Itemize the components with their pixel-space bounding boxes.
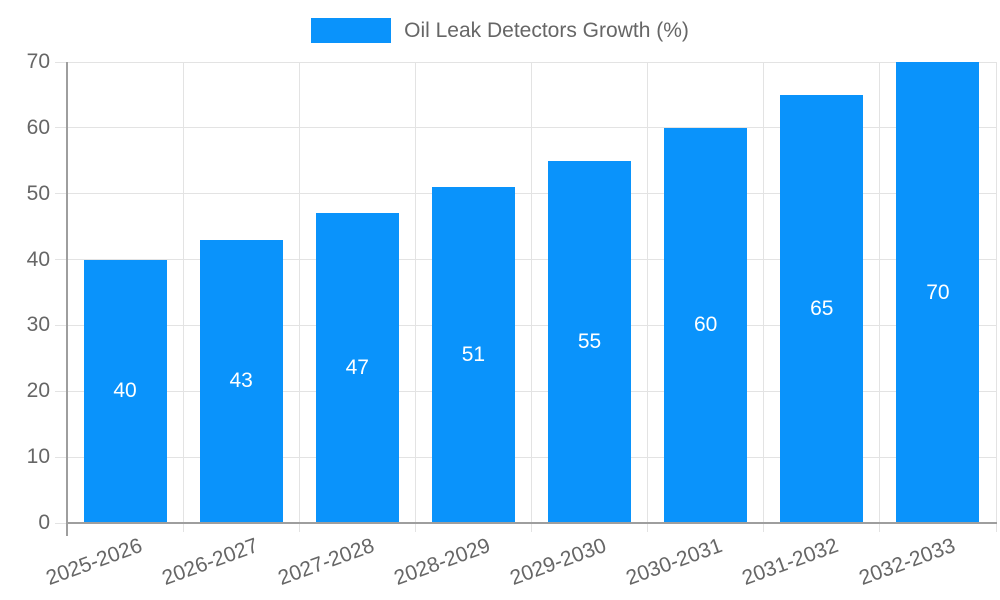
x-gridline — [763, 62, 765, 532]
bar-value-label: 55 — [577, 329, 602, 353]
y-axis-line — [66, 62, 68, 536]
y-gridline — [55, 61, 996, 63]
y-tick-label: 40 — [26, 247, 50, 271]
bar[interactable] — [431, 187, 515, 523]
x-gridline — [647, 62, 649, 532]
x-tick-label: 2026-2027 — [158, 534, 262, 590]
bar[interactable] — [780, 94, 864, 523]
bar-value-label: 40 — [113, 379, 137, 403]
y-gridline — [55, 127, 996, 129]
x-gridline — [182, 62, 184, 532]
y-tick-label: 50 — [26, 181, 50, 205]
y-gridline — [55, 324, 996, 326]
x-tick-label: 2028-2029 — [391, 534, 494, 590]
x-tick-label: 2025-2026 — [42, 534, 145, 590]
y-tick-label: 70 — [26, 50, 50, 73]
x-gridline — [995, 62, 997, 532]
x-gridline — [298, 62, 300, 532]
bar-value-label: 60 — [694, 313, 718, 337]
y-gridline — [55, 390, 996, 392]
x-tick-label: 2029-2030 — [507, 534, 610, 590]
x-gridline — [879, 62, 881, 532]
bar-value-label: 65 — [810, 296, 834, 320]
bar[interactable] — [83, 259, 167, 523]
x-gridline — [531, 62, 532, 532]
bar-value-label: 51 — [461, 343, 486, 367]
bar-value-label: 47 — [345, 356, 369, 380]
x-tick-label: 2027-2028 — [274, 534, 378, 590]
y-gridline — [55, 259, 996, 261]
y-tick-label: 0 — [38, 511, 50, 534]
legend[interactable]: Oil Leak Detectors Growth (%) — [0, 18, 1000, 43]
y-tick-label: 10 — [26, 445, 50, 469]
legend-label: Oil Leak Detectors Growth (%) — [404, 18, 689, 42]
x-tick-label: 2030-2031 — [623, 534, 726, 590]
bar[interactable] — [896, 62, 980, 523]
bar-value-label: 43 — [229, 369, 253, 393]
bar[interactable] — [315, 213, 399, 523]
legend-swatch[interactable] — [311, 18, 392, 43]
bar-value-label: 70 — [926, 280, 950, 304]
y-gridline — [55, 456, 996, 458]
x-axis-line — [66, 522, 997, 524]
bar[interactable] — [199, 239, 283, 523]
x-gridline — [414, 62, 416, 532]
y-tick-label: 20 — [26, 379, 50, 403]
bar[interactable] — [548, 160, 632, 523]
y-gridline — [55, 193, 996, 195]
x-tick-label: 2032-2033 — [855, 534, 958, 590]
bar[interactable] — [664, 127, 748, 523]
y-tick-label: 30 — [26, 313, 50, 337]
x-tick-label: 2031-2032 — [739, 534, 842, 590]
y-tick-label: 60 — [26, 115, 50, 139]
